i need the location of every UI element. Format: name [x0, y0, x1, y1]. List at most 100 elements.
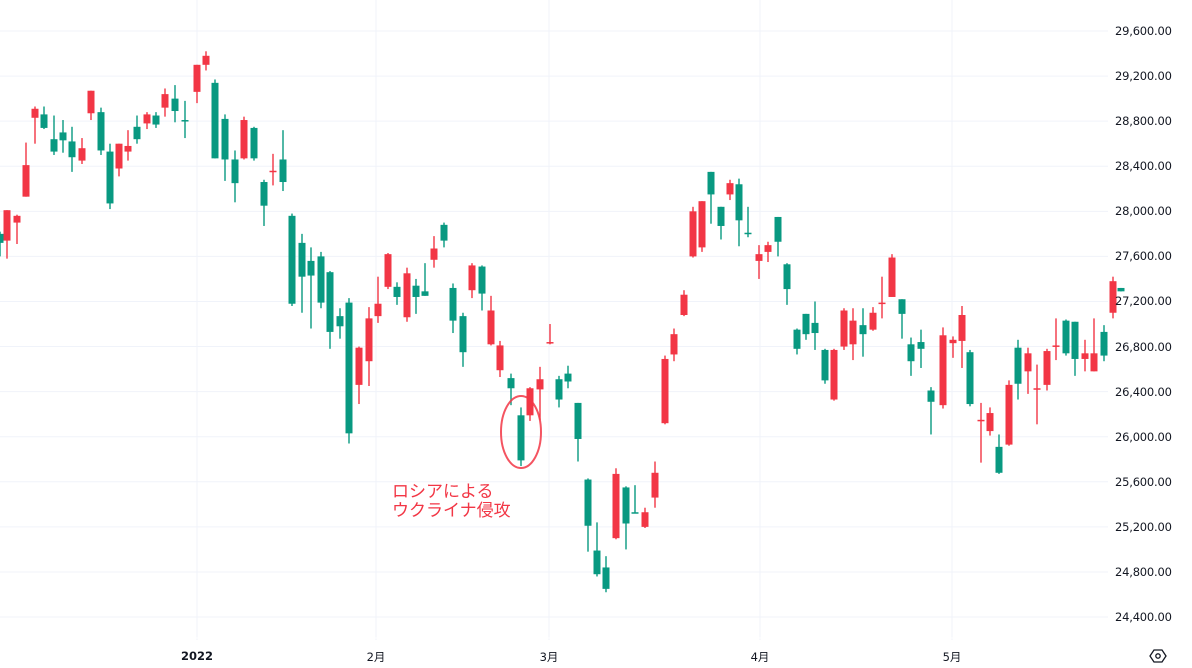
candle-up — [878, 276, 886, 319]
candle-up — [612, 468, 620, 540]
candle-down — [326, 271, 334, 349]
candle-down — [584, 478, 592, 552]
candle-up — [641, 507, 649, 529]
candle-down — [564, 365, 572, 389]
candle-down — [317, 251, 325, 309]
candle-down — [859, 308, 867, 357]
price-tick-label: 28,400.00 — [1115, 159, 1172, 174]
candle-down — [68, 126, 76, 172]
candle-down — [171, 85, 179, 123]
candle-up — [22, 142, 30, 197]
candle-up — [949, 336, 957, 358]
candle-down — [231, 150, 239, 203]
candle-up — [161, 88, 169, 117]
candle-up — [680, 290, 688, 317]
price-tick-label: 25,200.00 — [1115, 519, 1172, 534]
candle-down — [97, 107, 105, 155]
candle-down — [593, 522, 601, 577]
candle-up — [939, 327, 947, 409]
candle-down — [50, 115, 58, 155]
candle-down — [1014, 339, 1022, 400]
candle-up — [365, 307, 373, 387]
candle-up — [240, 116, 248, 160]
candle-up — [374, 276, 382, 323]
candle-down — [802, 313, 810, 340]
candle-down — [478, 265, 486, 311]
candle-up — [78, 138, 86, 164]
candle-up — [698, 201, 706, 252]
candle-down — [40, 106, 48, 130]
candle-up — [977, 402, 985, 463]
candle-down — [995, 434, 1003, 474]
price-tick-label: 25,600.00 — [1115, 474, 1172, 489]
annotation-line-1: ロシアによる — [392, 482, 494, 502]
candle-up — [355, 346, 363, 405]
candle-down — [744, 206, 752, 238]
candle-down — [574, 402, 582, 462]
candles — [0, 51, 1125, 593]
time-tick-label: 2月 — [366, 650, 386, 664]
candle-down — [59, 120, 67, 153]
candle-up — [755, 245, 763, 279]
candle-down — [774, 216, 782, 257]
candle-down — [917, 329, 925, 368]
price-tick-label: 28,000.00 — [1115, 204, 1172, 219]
candle-down — [449, 283, 457, 334]
grid-lines — [0, 0, 1108, 640]
candle-up — [1033, 364, 1041, 425]
candle-up — [726, 179, 734, 201]
price-tick-label: 29,600.00 — [1115, 24, 1172, 38]
candle-down — [517, 407, 525, 467]
price-tick-label: 26,800.00 — [1115, 339, 1172, 354]
annotation-text: ロシアによる ウクライナ侵攻 — [392, 483, 511, 521]
candle-up — [87, 90, 95, 121]
candle-up — [689, 206, 697, 258]
candle-down — [152, 112, 160, 128]
candle-down — [0, 231, 4, 257]
candle-down — [345, 298, 353, 444]
candle-up — [764, 241, 772, 263]
candle-down — [221, 114, 229, 181]
candle-down — [811, 301, 819, 350]
candle-down — [336, 308, 344, 339]
candle-up — [115, 143, 123, 177]
candle-down — [412, 278, 420, 314]
candle-down — [783, 263, 791, 305]
candle-down — [966, 349, 974, 407]
candle-down — [181, 100, 189, 139]
candle-down — [602, 556, 610, 593]
candle-down — [298, 233, 306, 313]
candle-down — [106, 143, 114, 210]
candle-up — [849, 308, 857, 361]
candle-up — [193, 64, 201, 104]
candle-up — [1090, 318, 1098, 372]
candle-down — [1117, 287, 1125, 292]
candle-up — [143, 112, 151, 130]
candle-down — [735, 178, 743, 247]
candle-up — [384, 253, 392, 290]
candle-down — [907, 337, 915, 376]
price-tick-label: 27,200.00 — [1115, 294, 1172, 309]
candle-up — [1081, 339, 1089, 372]
gear-hexagon-icon[interactable] — [1149, 648, 1167, 664]
candle-up — [13, 214, 21, 245]
candle-up — [1043, 348, 1051, 391]
candle-down — [631, 485, 639, 514]
candle-up — [202, 51, 210, 71]
candle-up — [651, 461, 659, 508]
candle-down — [1100, 325, 1108, 362]
candle-up — [430, 236, 438, 268]
candle-up — [536, 366, 544, 420]
candle-down — [707, 171, 715, 224]
candle-up — [526, 387, 534, 421]
price-tick-label: 29,200.00 — [1115, 69, 1172, 84]
candle-up — [31, 106, 39, 144]
candle-up — [269, 153, 277, 186]
candle-down — [279, 130, 287, 192]
candle-up — [888, 254, 896, 297]
candle-up — [403, 267, 411, 322]
candle-down — [793, 328, 801, 355]
candle-down — [717, 206, 725, 240]
candle-down — [821, 348, 829, 384]
